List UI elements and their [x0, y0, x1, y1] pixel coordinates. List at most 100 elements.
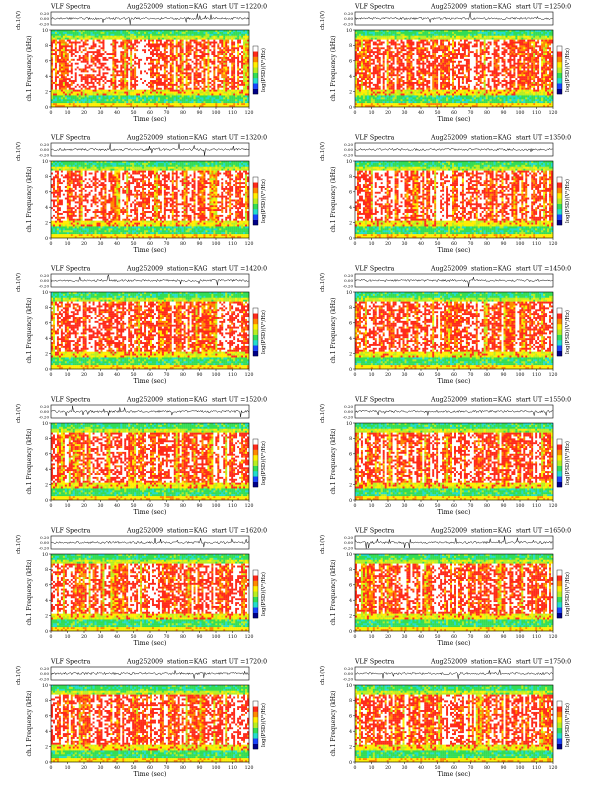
x-tick-label: 40 [114, 110, 120, 116]
spectrogram-cell [102, 76, 105, 79]
spectrogram-cell [76, 64, 79, 67]
spectrogram-cell [233, 33, 236, 36]
spectrogram-cell [70, 101, 73, 104]
spectrogram-cell [217, 31, 220, 35]
spectrogram-cell [51, 78, 54, 81]
spectrogram-cell [243, 64, 246, 67]
spectrogram-cell [136, 91, 139, 94]
spectrogram-cell [418, 33, 421, 36]
spectrogram-cell [231, 78, 234, 81]
spectrogram-cell [64, 80, 67, 83]
spectrogram-cell [94, 89, 97, 92]
spectrogram-cell [66, 78, 69, 81]
spectrogram-cell [463, 37, 467, 40]
spectrogram-cell [76, 37, 79, 40]
spectrogram-cell [51, 39, 54, 42]
spectrogram-cell [243, 68, 246, 71]
spectrogram-cell [525, 45, 528, 48]
spectrogram-cell [193, 95, 196, 98]
spectrogram-cell [181, 51, 184, 54]
spectrogram-cell [92, 103, 95, 106]
spectrogram-cell [96, 78, 99, 81]
spectrogram-cell [187, 39, 190, 42]
spectrogram-cell [128, 99, 131, 102]
spectrogram-cell [92, 66, 95, 69]
spectrogram-cell [239, 87, 242, 90]
spectrogram-cell [106, 101, 109, 104]
spectrogram-cell [66, 33, 69, 36]
spectrogram-cell [159, 103, 163, 106]
spectrogram-cell [165, 101, 168, 104]
spectrogram-cell [76, 62, 79, 65]
spectrogram-cell [356, 33, 360, 36]
spectrogram-cell [54, 76, 58, 79]
spectrogram-cell [165, 51, 168, 54]
spectrogram-cell [215, 87, 218, 90]
spectrogram-cell [80, 37, 83, 40]
spectrogram-cell [64, 64, 67, 67]
spectrogram-cell [157, 105, 161, 108]
spectrogram-cell [511, 33, 514, 36]
spectrogram-cell [110, 93, 113, 96]
spectrogram-cell [404, 39, 407, 42]
spectrogram-cell [181, 37, 184, 40]
spectrogram-cell [227, 47, 230, 50]
spectrogram-cell [237, 78, 240, 81]
spectrogram-cell [108, 93, 111, 96]
spectrogram-cell [130, 81, 133, 85]
spectrogram-cell [547, 43, 550, 46]
spectrogram-cell [213, 83, 216, 86]
spectrogram-cell [235, 39, 238, 42]
spectrogram-cell [390, 37, 393, 40]
spectrogram-cell [396, 35, 399, 38]
spectrogram-cell [159, 70, 163, 73]
spectrogram-cell [163, 78, 166, 81]
spectrogram-cell [179, 70, 182, 73]
spectrogram-cell [163, 31, 166, 35]
spectrogram-cell [136, 103, 139, 106]
spectrogram-cell [70, 56, 73, 60]
spectrogram-cell [175, 76, 178, 79]
spectrogram-cell [64, 101, 67, 104]
spectrogram-cell [134, 85, 137, 88]
spectrogram-cell [237, 64, 240, 67]
spectrogram-cell [96, 101, 99, 104]
spectrogram-cell [523, 43, 526, 46]
spectrogram-cell [72, 101, 75, 104]
spectrogram-cell [78, 30, 81, 33]
spectrogram-cell [165, 41, 168, 44]
spectrogram-cell [132, 103, 135, 106]
spectrogram-cell [122, 103, 125, 106]
spectrogram-cell [507, 45, 510, 48]
spectrogram-cell [225, 95, 228, 98]
spectrogram-cell [473, 41, 476, 44]
spectrogram-cell [243, 56, 246, 60]
spectrogram-cell [86, 74, 89, 77]
spectrogram-cell [78, 101, 81, 104]
x-tick-label: 30 [98, 110, 104, 116]
spectrogram-cell [100, 62, 103, 65]
spectrogram-cell [489, 33, 492, 36]
spectrogram-cell [108, 31, 111, 35]
spectrogram-cell [153, 81, 157, 85]
spectrogram-cell [96, 85, 99, 88]
spectrogram-cell [100, 80, 103, 83]
spectrogram-cell [86, 80, 89, 83]
spectrogram-cell [165, 53, 168, 56]
spectrogram-cell [140, 103, 143, 106]
spectrogram-cell [195, 47, 198, 50]
spectrogram-cell [84, 45, 87, 48]
spectrogram-cell [239, 70, 242, 73]
spectrogram-cell [76, 93, 79, 96]
spectrogram-cell [227, 83, 230, 86]
spectrogram-cell [404, 45, 407, 48]
spectrogram-cell [245, 93, 248, 96]
spectrogram-cell [118, 53, 121, 56]
spectrogram-cell [108, 89, 111, 92]
spectrogram-cell [364, 35, 368, 38]
spectrogram-cell [114, 87, 117, 90]
spectrogram-cell [114, 62, 117, 65]
colorbar-segment [253, 67, 258, 73]
spectrogram-cell [221, 97, 224, 100]
spectrogram-cell [189, 105, 192, 108]
